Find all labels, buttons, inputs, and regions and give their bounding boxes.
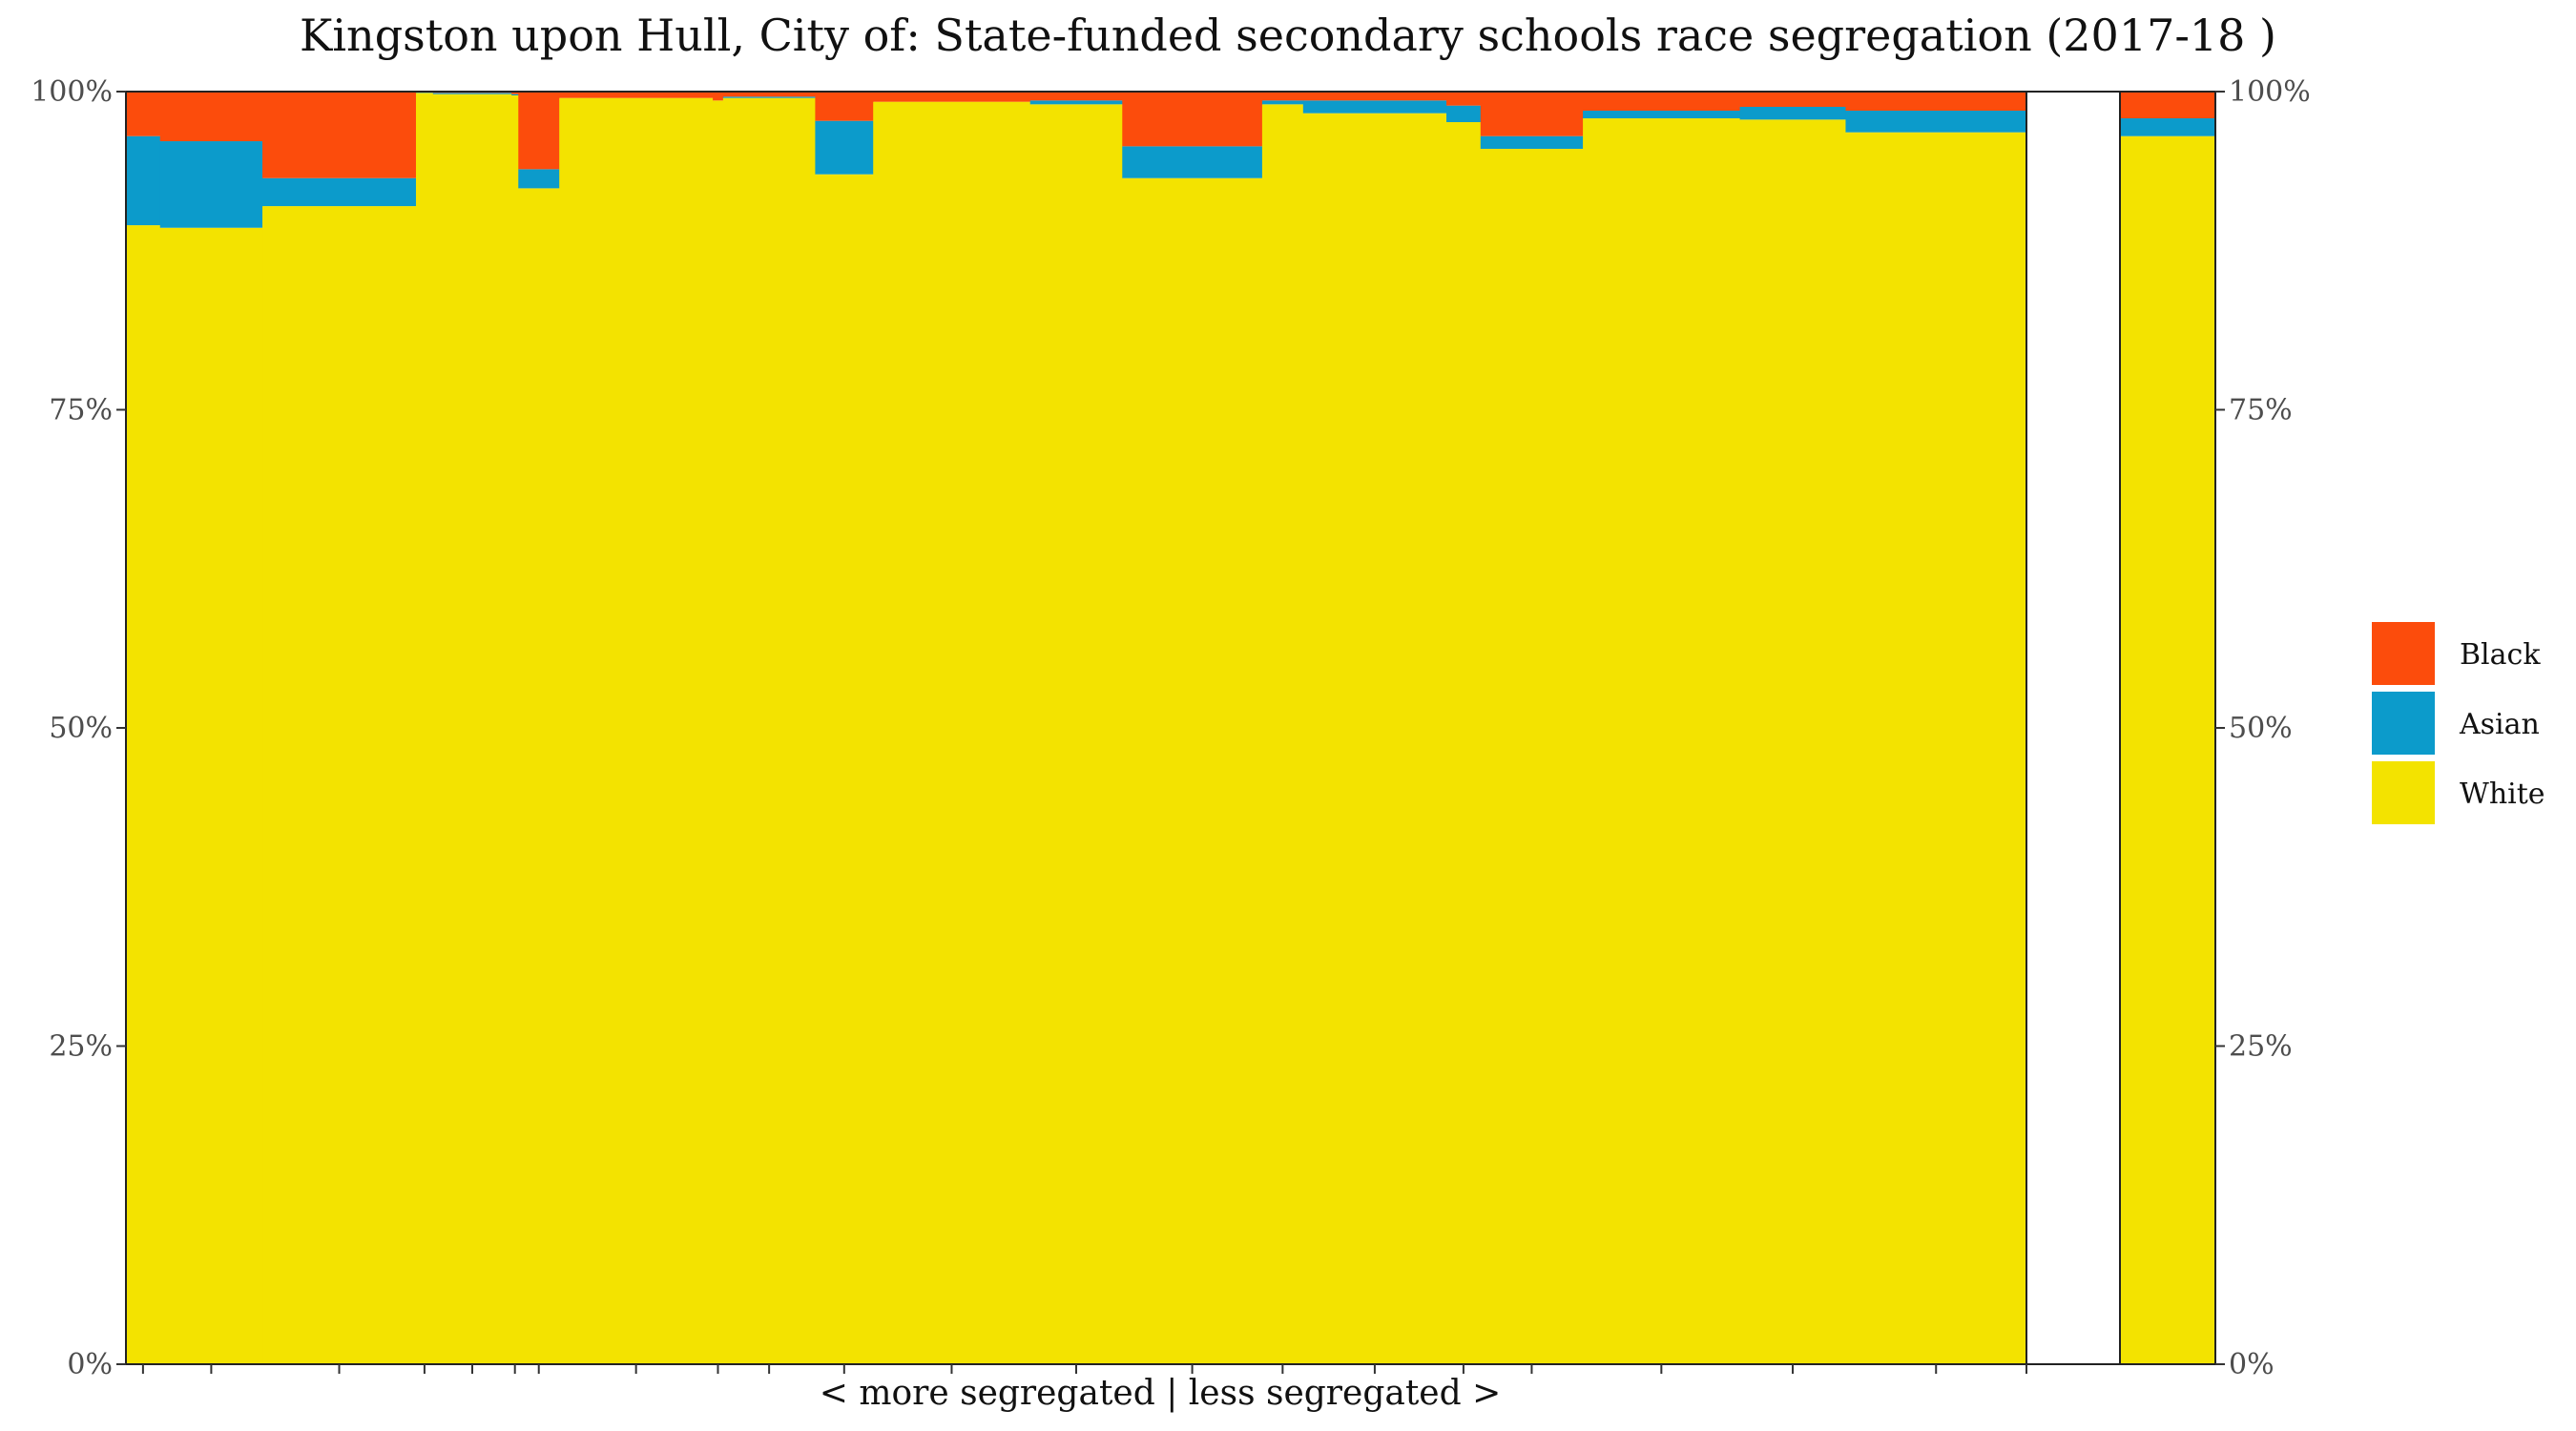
bar-segment-asian-school-7 xyxy=(518,169,560,189)
bar-segment-asian-school-1 xyxy=(126,135,161,226)
bar-segment-white-school-13 xyxy=(1029,104,1123,1365)
bar-segment-black-school-9 xyxy=(713,92,724,101)
bar-segment-asian-school-20 xyxy=(1739,107,1846,120)
bar-segment-white-school-21 xyxy=(1845,132,2027,1365)
bar-segment-asian-school-14 xyxy=(1122,146,1263,178)
bar-segment-black-school-18 xyxy=(1480,92,1584,136)
bar-segment-asian-school-19 xyxy=(1583,111,1741,119)
legend: Black Asian White xyxy=(2372,622,2545,824)
bar-segment-asian-school-17 xyxy=(1446,105,1482,123)
bar-segment-white-school-11 xyxy=(815,174,874,1365)
bar-segment-black-school-11 xyxy=(815,92,874,121)
legend-label-black: Black xyxy=(2460,638,2541,672)
y-tick-label-left-25: 25% xyxy=(49,1030,113,1064)
x-axis xyxy=(141,1364,2027,1374)
bar-segment-asian-school-21 xyxy=(1845,111,2027,133)
bar-segment-black-school-13 xyxy=(1029,92,1123,101)
bar-segment-asian-school-15 xyxy=(1261,100,1304,105)
bar-segment-black-school-6 xyxy=(511,92,519,94)
y-tick-label-left-100: 100% xyxy=(31,75,113,109)
y-tick-label-left-0: 0% xyxy=(67,1348,113,1381)
y-tick-label-left-50: 50% xyxy=(49,712,113,745)
legend-swatch-asian xyxy=(2372,692,2435,755)
bar-segment-black-school-8 xyxy=(559,92,714,98)
total-bar-segment-asian xyxy=(2120,118,2215,136)
bar-segment-white-school-19 xyxy=(1583,118,1741,1364)
legend-label-asian: Asian xyxy=(2459,708,2540,741)
bar-segment-white-school-7 xyxy=(518,188,560,1364)
bar-segment-black-school-14 xyxy=(1122,92,1263,147)
bar-segment-black-school-15 xyxy=(1261,92,1304,101)
y-tick-label-right-25: 25% xyxy=(2229,1030,2293,1064)
bar-segment-asian-school-2 xyxy=(159,141,263,228)
bar-segment-black-school-10 xyxy=(722,92,816,97)
bar-segment-asian-school-18 xyxy=(1480,135,1584,150)
bar-segment-asian-school-10 xyxy=(722,96,816,98)
bar-segment-white-school-18 xyxy=(1480,149,1584,1364)
bars-layer xyxy=(126,92,2027,1365)
bar-segment-white-school-4 xyxy=(415,93,434,1365)
chart-title: Kingston upon Hull, City of: State-funde… xyxy=(299,10,2277,61)
legend-swatch-black xyxy=(2372,622,2435,685)
bar-segment-asian-school-11 xyxy=(815,120,874,175)
bar-segment-white-school-16 xyxy=(1302,113,1447,1365)
total-bar-segment-white xyxy=(2120,135,2215,1365)
bar-segment-black-school-3 xyxy=(262,92,417,178)
legend-label-white: White xyxy=(2460,778,2545,811)
bar-segment-white-school-14 xyxy=(1122,177,1263,1364)
bar-segment-white-school-17 xyxy=(1446,122,1482,1365)
bar-segment-black-school-1 xyxy=(126,92,161,136)
bar-segment-white-school-15 xyxy=(1261,104,1304,1365)
bar-segment-black-school-16 xyxy=(1302,92,1447,101)
total-bar-layer xyxy=(2120,92,2215,1365)
bar-segment-white-school-3 xyxy=(262,206,417,1364)
y-axis-left: 0% 25% 50% 75% 100% xyxy=(31,75,126,1381)
y-axis-right: 0% 25% 50% 75% 100% xyxy=(2215,75,2311,1381)
bar-segment-white-school-12 xyxy=(873,101,1031,1364)
bar-segment-asian-school-16 xyxy=(1302,100,1447,114)
bar-segment-black-school-12 xyxy=(873,92,1031,102)
legend-swatch-white xyxy=(2372,761,2435,824)
bar-segment-black-school-17 xyxy=(1446,92,1482,106)
y-tick-label-right-0: 0% xyxy=(2229,1348,2275,1381)
y-tick-label-right-100: 100% xyxy=(2229,75,2311,109)
gap-panel-frame xyxy=(2025,91,2121,1365)
y-tick-label-right-75: 75% xyxy=(2229,394,2293,427)
bar-segment-white-school-5 xyxy=(432,93,512,1365)
y-tick-label-right-50: 50% xyxy=(2229,712,2293,745)
bar-segment-black-school-7 xyxy=(518,92,560,170)
total-bar-segment-black xyxy=(2120,92,2215,119)
bar-segment-black-school-21 xyxy=(1845,92,2027,112)
bar-segment-black-school-2 xyxy=(159,92,263,142)
bar-segment-white-school-1 xyxy=(126,225,161,1364)
bar-segment-white-school-20 xyxy=(1739,119,1846,1364)
bar-segment-black-school-20 xyxy=(1739,92,1846,108)
bar-segment-black-school-19 xyxy=(1583,92,1741,112)
bar-segment-white-school-8 xyxy=(559,97,714,1364)
bar-segment-white-school-10 xyxy=(722,97,816,1364)
bar-segment-asian-school-13 xyxy=(1029,100,1123,105)
bar-segment-white-school-6 xyxy=(511,95,519,1365)
bar-segment-asian-school-6 xyxy=(511,93,519,96)
bar-segment-white-school-2 xyxy=(159,227,263,1364)
bar-segment-asian-school-3 xyxy=(262,177,417,207)
y-tick-label-left-75: 75% xyxy=(49,394,113,427)
bar-segment-white-school-9 xyxy=(713,100,724,1364)
x-axis-title: < more segregated | less segregated > xyxy=(820,1374,1502,1413)
